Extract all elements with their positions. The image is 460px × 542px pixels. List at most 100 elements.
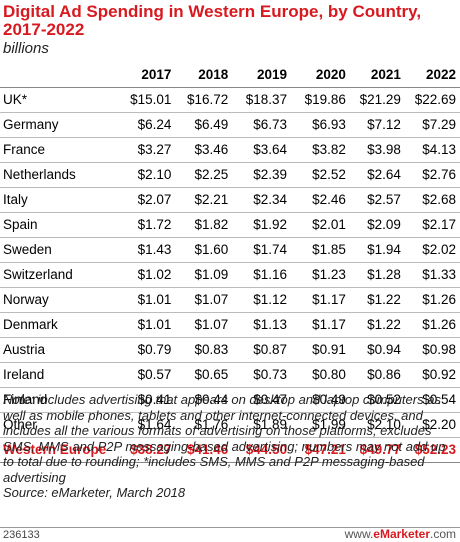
- value-cell: $1.07: [171, 287, 229, 313]
- value-cell: $1.26: [400, 287, 460, 313]
- value-cell: $0.57: [112, 362, 172, 388]
- value-cell: $2.10: [112, 162, 172, 188]
- table-row: Norway $1.01 $1.07 $1.12 $1.17 $1.22 $1.26: [0, 287, 460, 313]
- row-label: Denmark: [0, 312, 113, 338]
- site-suffix: .com: [429, 527, 456, 541]
- value-cell: $2.46: [287, 187, 346, 213]
- value-cell: $6.24: [112, 112, 172, 138]
- value-cell: $4.13: [400, 137, 460, 163]
- value-cell: $0.94: [345, 337, 401, 363]
- value-cell: $1.23: [287, 262, 346, 288]
- value-cell: $2.07: [112, 187, 172, 213]
- value-cell: $1.33: [400, 262, 460, 288]
- chart-title: Digital Ad Spending in Western Europe, b…: [3, 2, 422, 39]
- value-cell: $1.76: [171, 412, 229, 438]
- value-cell: $1.02: [112, 262, 172, 288]
- value-cell: $1.74: [228, 237, 288, 263]
- value-cell: $21.29: [345, 87, 401, 113]
- value-cell: $44.50: [228, 437, 288, 463]
- year-header: 2020: [287, 63, 346, 88]
- table-row: Ireland $0.57 $0.65 $0.73 $0.80 $0.86 $0.92: [0, 362, 460, 388]
- value-cell: $1.60: [171, 237, 229, 263]
- row-label: UK*: [0, 87, 113, 113]
- row-label: Germany: [0, 112, 113, 138]
- value-cell: $0.79: [112, 337, 172, 363]
- value-cell: $3.82: [287, 137, 346, 163]
- value-cell: $1.09: [171, 262, 229, 288]
- table-row: Other $1.64 $1.76 $1.89 $1.99 $2.10 $2.20: [0, 412, 460, 438]
- value-cell: $2.57: [345, 187, 401, 213]
- total-row: Western Europe $38.27 $41.46 $44.50 $47.21 $4…: [0, 437, 460, 463]
- source-text: Source: eMarketer, March 2018: [3, 485, 186, 500]
- value-cell: $6.93: [287, 112, 346, 138]
- value-cell: $15.01: [112, 87, 172, 113]
- row-label: Norway: [0, 287, 113, 313]
- value-cell: $1.26: [400, 312, 460, 338]
- value-cell: $2.76: [400, 162, 460, 188]
- row-label: Austria: [0, 337, 113, 363]
- value-cell: $1.94: [345, 237, 401, 263]
- value-cell: $2.01: [287, 212, 346, 238]
- value-cell: $2.68: [400, 187, 460, 213]
- value-cell: $52.23: [400, 437, 460, 463]
- value-cell: $2.17: [400, 212, 460, 238]
- row-label: France: [0, 137, 113, 163]
- value-cell: $0.44: [171, 387, 229, 413]
- value-cell: $1.22: [345, 287, 401, 313]
- value-cell: $2.21: [171, 187, 229, 213]
- chart-note: Note: includes advertising that appears …: [3, 392, 458, 501]
- value-cell: $1.22: [345, 312, 401, 338]
- table-row: Denmark $1.01 $1.07 $1.13 $1.17 $1.22 $1.26: [0, 312, 460, 338]
- table-row: Italy $2.07 $2.21 $2.34 $2.46 $2.57 $2.68: [0, 187, 460, 213]
- value-cell: $41.46: [171, 437, 229, 463]
- year-header: 2019: [228, 63, 288, 88]
- value-cell: $1.12: [228, 287, 288, 313]
- row-label: Switzerland: [0, 262, 113, 288]
- value-cell: $7.12: [345, 112, 401, 138]
- value-cell: $0.47: [228, 387, 288, 413]
- value-cell: $49.77: [345, 437, 401, 463]
- value-cell: $0.80: [287, 362, 346, 388]
- row-label: Italy: [0, 187, 113, 213]
- value-cell: $1.64: [112, 412, 172, 438]
- row-label: Other: [0, 412, 113, 438]
- table-row: UK* $15.01 $16.72 $18.37 $19.86 $21.29 $22.69: [0, 87, 460, 113]
- table-row: France $3.27 $3.46 $3.64 $3.82 $3.98 $4.13: [0, 137, 460, 163]
- row-label: Ireland: [0, 362, 113, 388]
- table-row: Spain $1.72 $1.82 $1.92 $2.01 $2.09 $2.17: [0, 212, 460, 238]
- value-cell: $1.92: [228, 212, 288, 238]
- value-cell: $1.07: [171, 312, 229, 338]
- row-label: Netherlands: [0, 162, 113, 188]
- value-cell: $2.25: [171, 162, 229, 188]
- year-header: 2022: [400, 63, 460, 88]
- value-cell: $1.16: [228, 262, 288, 288]
- value-cell: $0.87: [228, 337, 288, 363]
- value-cell: $1.72: [112, 212, 172, 238]
- value-cell: $0.65: [171, 362, 229, 388]
- value-cell: $1.01: [112, 312, 172, 338]
- year-header: 2018: [171, 63, 229, 88]
- value-cell: $1.43: [112, 237, 172, 263]
- value-cell: $2.02: [400, 237, 460, 263]
- value-cell: $0.54: [400, 387, 460, 413]
- value-cell: $3.46: [171, 137, 229, 163]
- value-cell: $1.17: [287, 287, 346, 313]
- header-row: 2017 2018 2019 2020 2021 2022: [0, 63, 460, 88]
- value-cell: $0.92: [400, 362, 460, 388]
- note-text: Note: includes advertising that appears …: [3, 392, 446, 485]
- value-cell: $1.01: [112, 287, 172, 313]
- row-label: Western Europe: [0, 437, 113, 463]
- value-cell: $3.98: [345, 137, 401, 163]
- value-cell: $7.29: [400, 112, 460, 138]
- table-row: Austria $0.79 $0.83 $0.87 $0.91 $0.94 $0.98: [0, 337, 460, 363]
- row-label: Finland: [0, 387, 113, 413]
- site-brand: eMarketer: [373, 527, 430, 541]
- table-row: Finland $0.41 $0.44 $0.47 $0.49 $0.52 $0.54: [0, 387, 460, 413]
- row-label: Spain: [0, 212, 113, 238]
- site-prefix: www.: [344, 527, 374, 541]
- value-cell: $0.73: [228, 362, 288, 388]
- site-link[interactable]: www.eMarketer.com: [345, 527, 456, 541]
- value-cell: $0.86: [345, 362, 401, 388]
- value-cell: $3.27: [112, 137, 172, 163]
- value-cell: $2.09: [345, 212, 401, 238]
